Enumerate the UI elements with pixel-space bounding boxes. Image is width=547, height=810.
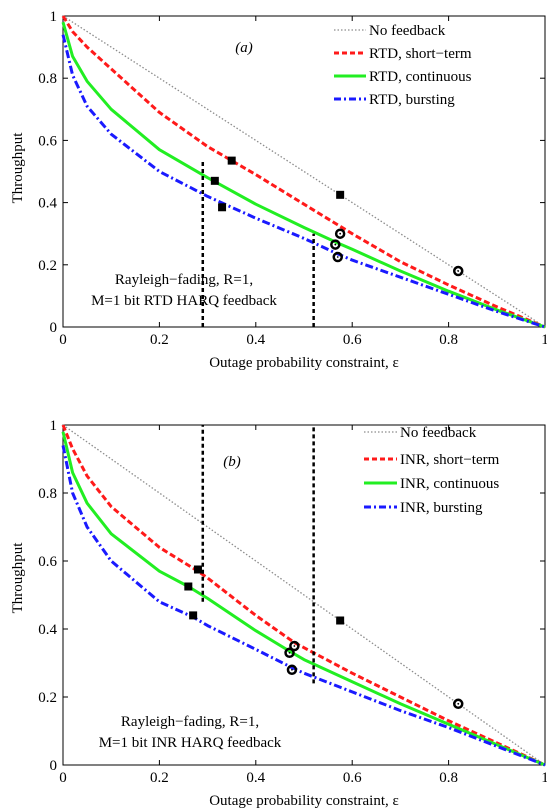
x-tick-label: 0.6 — [343, 332, 362, 348]
annotation-line-1: Rayleigh−fading, R=1, — [115, 272, 253, 288]
legend: No feedback RTD, short−term RTD, continu… — [334, 23, 472, 108]
circle-marker-center — [339, 232, 342, 235]
y-tick-label: 0 — [50, 758, 58, 774]
square-marker — [336, 190, 345, 199]
plot-area: 0 0.2 0.4 0.6 0.8 1 0 0.2 0.4 0.6 0.8 1 — [38, 9, 547, 348]
y-tick-label: 0.4 — [38, 622, 57, 638]
y-tick-label: 0.6 — [38, 133, 57, 149]
x-tick-label: 0.8 — [439, 332, 458, 348]
legend-label-bursting: INR, bursting — [400, 500, 483, 516]
y-tick-label: 0.6 — [38, 554, 57, 570]
circle-marker — [286, 664, 298, 676]
x-tick-label: 1 — [541, 332, 547, 348]
circle-marker — [289, 640, 300, 652]
circle-marker — [332, 251, 343, 263]
circle-marker-center — [334, 243, 337, 246]
square-marker — [193, 565, 202, 574]
circle-marker-center — [336, 256, 339, 258]
square-marker — [336, 616, 345, 625]
panel-label: (a) — [235, 40, 253, 56]
circle-marker-center — [291, 668, 293, 671]
circle-marker — [334, 228, 346, 239]
y-tick-label: 0.2 — [38, 258, 57, 274]
x-tick-label: 0.4 — [246, 770, 265, 786]
series-line-dotted — [62, 15, 546, 328]
x-tick-label: 0.2 — [150, 770, 169, 786]
square-marker — [189, 611, 198, 620]
y-tick-label: 0.2 — [38, 690, 57, 706]
legend-label-continuous: INR, continuous — [400, 476, 499, 492]
circle-marker — [452, 265, 464, 277]
x-tick-label: 0 — [59, 770, 67, 786]
x-tick-label: 0.4 — [246, 332, 265, 348]
x-tick-label: 1 — [541, 770, 547, 786]
circle-marker-center — [293, 645, 296, 647]
circle-marker — [284, 647, 295, 659]
x-tick-label: 0 — [59, 332, 67, 348]
x-tick-label: 0.2 — [150, 332, 169, 348]
axes-box — [62, 424, 546, 766]
legend-label-short-term: RTD, short−term — [369, 46, 472, 62]
series-line-solid — [61, 21, 546, 329]
square-marker — [227, 156, 236, 165]
annotation-line-1: Rayleigh−fading, R=1, — [121, 714, 259, 730]
square-marker — [218, 203, 227, 212]
square-marker — [184, 582, 193, 591]
plot-area: 0 0.2 0.4 0.6 0.8 1 0 0.2 0.4 0.6 0.8 1 — [38, 418, 547, 786]
legend: No feedback INR, short−term INR, continu… — [364, 425, 500, 516]
legend-label-no-feedback: No feedback — [369, 23, 446, 39]
x-tick-label: 0.6 — [343, 770, 362, 786]
y-tick-label: 0.4 — [38, 196, 57, 212]
square-marker — [210, 176, 219, 185]
circle-marker — [452, 698, 464, 710]
axes-box — [62, 15, 546, 328]
y-tick-label: 1 — [50, 9, 58, 25]
legend-label-bursting: RTD, bursting — [369, 92, 455, 108]
legend-label-continuous: RTD, continuous — [369, 69, 472, 85]
series-line-dotted — [62, 424, 546, 766]
y-tick-label: 1 — [50, 418, 58, 434]
y-tick-label: 0.8 — [38, 486, 57, 502]
series-line-dashdot — [61, 34, 546, 329]
y-tick-label: 0.8 — [38, 71, 57, 87]
panel-label: (b) — [223, 454, 241, 470]
y-axis-label: Throughput — [10, 542, 26, 614]
series-line-dashed — [61, 15, 546, 329]
panel-b: 0 0.2 0.4 0.6 0.8 1 0 0.2 0.4 0.6 0.8 1 (b) Through… — [10, 418, 547, 809]
circle-marker — [330, 239, 341, 250]
annotation-line-2: M=1 bit RTD HARQ feedback — [91, 293, 277, 309]
annotation-line-2: M=1 bit INR HARQ feedback — [99, 735, 282, 751]
circle-marker-center — [288, 651, 291, 654]
circle-marker-center — [457, 702, 460, 705]
legend-label-short-term: INR, short−term — [400, 452, 500, 468]
x-axis-label: Outage probability constraint, ε — [209, 355, 399, 371]
y-tick-label: 0 — [50, 320, 58, 336]
x-tick-label: 0.8 — [439, 770, 458, 786]
panel-a: 0 0.2 0.4 0.6 0.8 1 0 0.2 0.4 0.6 0.8 1 (a) Through… — [10, 9, 547, 371]
y-axis-label: Throughput — [10, 132, 26, 204]
legend-label-no-feedback: No feedback — [400, 425, 477, 441]
series-line-dashdot — [61, 445, 546, 767]
series-line-solid — [61, 431, 546, 767]
circle-marker-center — [457, 270, 460, 272]
series-line-dashed — [61, 424, 546, 767]
x-axis-label: Outage probability constraint, ε — [209, 793, 399, 809]
